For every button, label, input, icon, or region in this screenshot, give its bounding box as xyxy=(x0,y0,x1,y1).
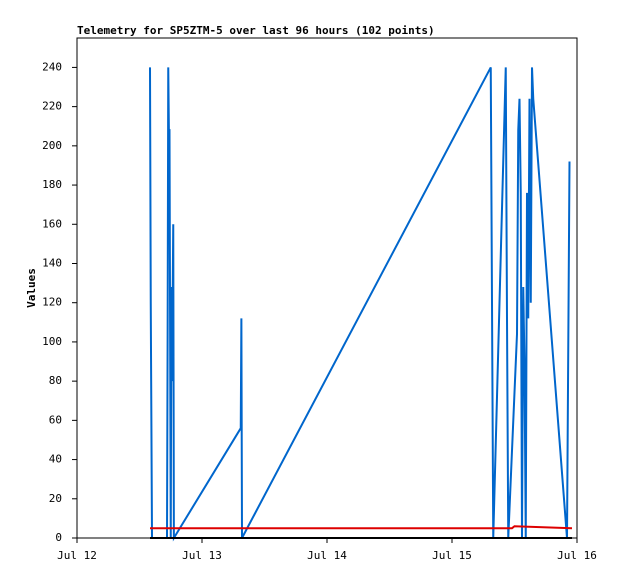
y-tick-label: 100 xyxy=(42,335,62,348)
y-tick-label: 60 xyxy=(49,413,62,426)
y-tick-label: 160 xyxy=(42,217,62,230)
y-tick-label: 180 xyxy=(42,178,62,191)
y-tick-label: 20 xyxy=(49,492,62,505)
y-tick-label: 200 xyxy=(42,139,62,152)
y-tick-label: 120 xyxy=(42,296,62,309)
y-tick-label: 140 xyxy=(42,256,62,269)
x-tick-label: Jul 16 xyxy=(557,549,597,562)
data-line xyxy=(149,66,571,542)
y-axis-label: Values xyxy=(25,268,38,308)
y-tick-label: 240 xyxy=(42,60,62,73)
x-tick-label: Jul 15 xyxy=(432,549,472,562)
y-tick-label: 40 xyxy=(49,453,62,466)
y-tick-label: 80 xyxy=(49,374,62,387)
x-tick-label: Jul 14 xyxy=(307,549,347,562)
chart-title: Telemetry for SP5ZTM-5 over last 96 hour… xyxy=(77,24,435,37)
y-tick-label: 220 xyxy=(42,100,62,113)
y-tick-label: 0 xyxy=(55,531,62,544)
data-line xyxy=(150,525,573,530)
x-tick-label: Jul 13 xyxy=(182,549,222,562)
x-tick-label: Jul 12 xyxy=(57,549,97,562)
